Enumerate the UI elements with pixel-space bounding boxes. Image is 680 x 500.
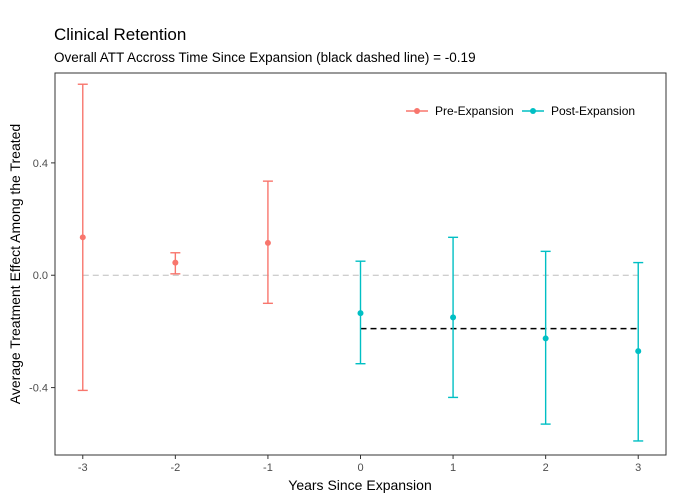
legend-item-pre: Pre-Expansion	[406, 104, 514, 118]
y-tick-label: 0.4	[33, 158, 48, 170]
legend-label-post: Post-Expansion	[551, 104, 635, 118]
x-tick-label: 1	[450, 462, 456, 474]
legend-item-post: Post-Expansion	[522, 104, 635, 118]
y-tick-label: 0.0	[33, 270, 48, 282]
chart-title: Clinical Retention	[54, 25, 186, 44]
x-axis: -3 -2 -1 0 1 2 3	[78, 455, 641, 474]
x-tick-label: -2	[170, 462, 180, 474]
x-axis-label: Years Since Expansion	[288, 477, 431, 493]
data-point	[450, 314, 457, 321]
legend-key-post-point	[530, 108, 536, 114]
x-tick-label: 3	[635, 462, 641, 474]
x-tick-label: 0	[357, 462, 363, 474]
data-point	[79, 234, 86, 241]
legend-label-pre: Pre-Expansion	[435, 104, 514, 118]
legend: Pre-Expansion Post-Expansion	[406, 104, 635, 118]
y-tick-label: -0.4	[29, 383, 48, 395]
data-point	[172, 259, 179, 266]
data-point	[635, 348, 642, 355]
data-point	[357, 310, 364, 317]
x-tick-label: 2	[543, 462, 549, 474]
y-axis: -0.4 0.0 0.4	[29, 158, 55, 395]
chart-subtitle: Overall ATT Accross Time Since Expansion…	[54, 50, 476, 65]
data-marks	[77, 83, 644, 442]
data-point	[542, 335, 549, 342]
x-tick-label: -3	[78, 462, 88, 474]
x-tick-label: -1	[263, 462, 273, 474]
y-axis-label: Average Treatment Effect Among the Treat…	[7, 124, 23, 404]
legend-key-pre-point	[414, 108, 420, 114]
data-point	[264, 239, 271, 246]
